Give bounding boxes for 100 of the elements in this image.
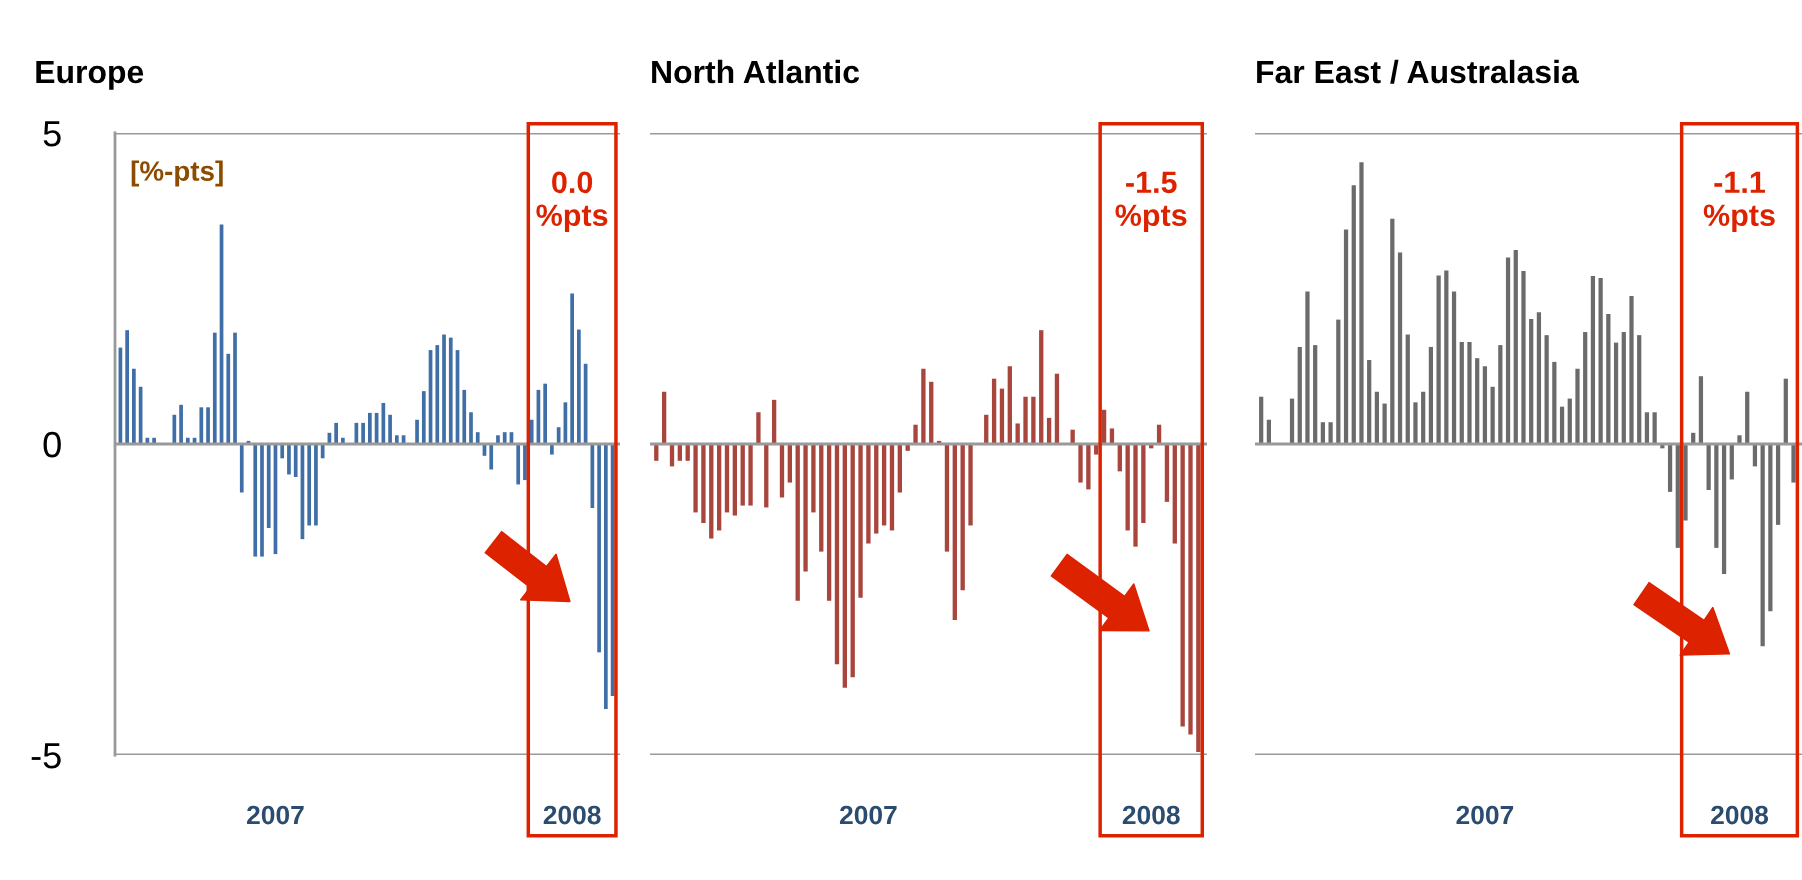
annotation: 0.0 %pts <box>536 171 608 233</box>
bar <box>1783 378 1788 444</box>
bar <box>1390 218 1395 444</box>
bar <box>1086 444 1091 490</box>
bar <box>1436 275 1441 444</box>
bar <box>748 444 753 506</box>
bar <box>968 444 973 526</box>
bar <box>448 337 453 444</box>
bar <box>226 353 231 444</box>
bar <box>701 444 706 523</box>
bar <box>1791 444 1796 483</box>
bar <box>929 381 934 444</box>
bar <box>1621 332 1626 444</box>
bar <box>550 444 554 455</box>
bar <box>388 414 392 444</box>
x-tick-label: 2008 <box>543 805 601 825</box>
bar <box>293 444 298 477</box>
bar <box>1428 346 1434 444</box>
bar <box>874 444 879 534</box>
bar <box>1015 423 1020 444</box>
bar <box>1583 332 1588 444</box>
bar <box>889 444 895 531</box>
bar <box>469 412 473 444</box>
bar <box>771 399 777 444</box>
bar <box>132 368 136 444</box>
bar <box>1482 366 1488 444</box>
bar <box>516 444 521 485</box>
bar <box>1529 318 1534 444</box>
bar <box>764 444 769 508</box>
bar <box>361 422 365 444</box>
bar <box>1652 412 1657 444</box>
bar <box>1536 312 1542 444</box>
bar <box>787 444 792 483</box>
bar <box>1343 229 1349 444</box>
bar <box>1598 277 1603 444</box>
bar <box>913 424 918 444</box>
bar <box>307 444 312 526</box>
bar <box>1109 428 1115 444</box>
bar <box>199 407 204 444</box>
bar <box>260 444 264 557</box>
bar <box>1125 444 1130 531</box>
bar <box>991 378 997 444</box>
bar <box>394 435 399 444</box>
annotation: -1.5 %pts <box>1115 171 1187 233</box>
bar <box>1031 396 1036 444</box>
bar <box>1768 444 1773 612</box>
bar <box>1007 366 1012 444</box>
bar <box>1413 402 1418 444</box>
chart-title: Far East / Australasia <box>1257 59 1579 84</box>
bar <box>239 444 244 493</box>
bar <box>280 444 285 459</box>
bar <box>811 444 816 513</box>
bar <box>952 444 957 621</box>
bar <box>125 330 129 444</box>
bar <box>1297 346 1302 444</box>
bar <box>1141 444 1146 523</box>
bar <box>1760 444 1765 647</box>
bar <box>858 444 863 598</box>
bar <box>819 444 824 552</box>
bar <box>1606 314 1611 444</box>
bar <box>1039 330 1044 444</box>
bar <box>1172 444 1177 544</box>
bar <box>1667 444 1673 492</box>
bar <box>803 444 808 572</box>
x-tick-label: 2008 <box>1711 805 1769 825</box>
bar <box>368 412 372 444</box>
bar <box>1459 341 1464 444</box>
bar <box>253 444 258 557</box>
bar <box>1351 185 1356 444</box>
bar <box>1188 444 1193 735</box>
bar <box>543 383 548 444</box>
bar <box>421 391 426 444</box>
bar <box>1328 422 1333 444</box>
bar <box>603 444 608 709</box>
bar <box>1498 345 1503 444</box>
bar <box>1613 342 1619 444</box>
bar <box>1775 444 1781 525</box>
bar <box>179 404 183 444</box>
bar <box>597 444 601 653</box>
bar <box>732 444 738 516</box>
bar <box>577 329 581 444</box>
x-tick-label: 2007 <box>839 805 897 825</box>
bar <box>489 444 494 470</box>
bar <box>1706 444 1711 491</box>
bar <box>287 444 291 475</box>
bar <box>435 345 440 444</box>
x-tick-label: 2008 <box>1122 805 1180 825</box>
bar <box>1078 444 1083 483</box>
bar <box>1320 422 1326 444</box>
bar <box>834 444 840 665</box>
bar <box>724 444 730 513</box>
bar <box>881 444 887 526</box>
bar <box>1637 335 1642 444</box>
bar <box>266 444 271 528</box>
bar <box>1675 444 1680 548</box>
bar <box>1467 341 1472 444</box>
bar <box>1313 345 1318 444</box>
bar <box>1259 396 1264 444</box>
bar <box>1444 270 1449 444</box>
bar <box>442 334 446 444</box>
